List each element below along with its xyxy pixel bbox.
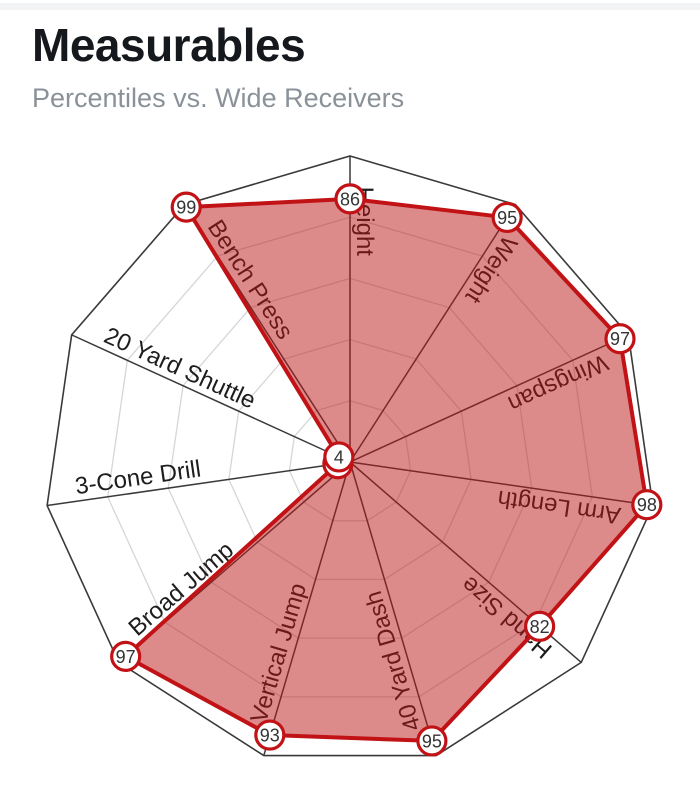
data-point-value: 93 (260, 726, 280, 746)
data-point-value: 82 (530, 617, 550, 637)
data-point-marker (170, 191, 202, 223)
data-point-value: 86 (340, 189, 360, 209)
data-point-marker (323, 441, 355, 473)
data-point-marker (416, 725, 448, 757)
axis-spoke (71, 334, 351, 463)
page-subtitle: Percentiles vs. Wide Receivers (32, 82, 405, 113)
outer-ring (46, 155, 654, 757)
data-point-value: 97 (116, 647, 136, 667)
data-point-marker (524, 610, 556, 642)
data-point-value: 98 (637, 495, 657, 515)
data-point-marker (491, 201, 523, 234)
radar-chart: HeightWeightWingspanArm LengthHand Size4… (46, 155, 663, 757)
top-divider (0, 3, 700, 10)
series-area (125, 198, 647, 741)
data-point-marker (254, 719, 286, 751)
data-point-marker (334, 183, 366, 215)
data-point-marker (110, 640, 142, 672)
axis-spoke (47, 461, 351, 507)
axis-label: 20 Yard Shuttle (100, 322, 260, 414)
data-point-value: 99 (176, 198, 196, 218)
page-title: Measurables (32, 19, 306, 71)
data-point-value: 95 (497, 208, 517, 228)
data-point-value: 97 (610, 329, 630, 349)
series-outline (123, 196, 649, 743)
axis-label: 3-Cone Drill (73, 455, 202, 500)
data-point-marker (604, 323, 636, 355)
data-point-value: 4 (334, 447, 344, 467)
data-point-value: 95 (422, 731, 442, 751)
chart-header: Measurables Percentiles vs. Wide Receive… (32, 20, 404, 113)
data-point-marker (631, 489, 663, 521)
